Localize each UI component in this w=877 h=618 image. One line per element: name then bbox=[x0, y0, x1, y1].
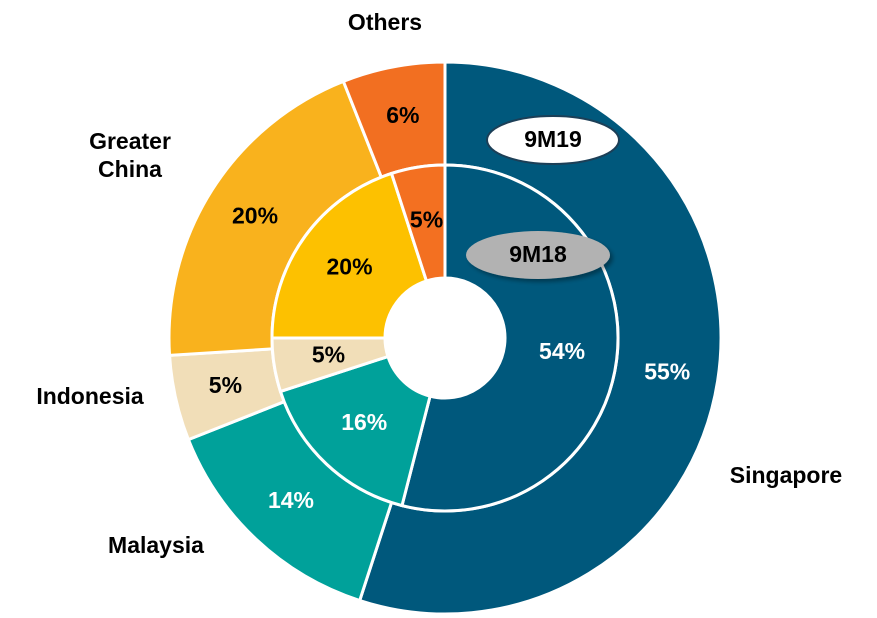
ring-segment bbox=[270, 171, 429, 340]
category-label: Greater China bbox=[89, 128, 171, 182]
outer-ring-name: 9M19 bbox=[524, 126, 582, 152]
category-label: Indonesia bbox=[36, 383, 144, 409]
category-label: Malaysia bbox=[108, 532, 204, 558]
data-label: 20% bbox=[327, 254, 373, 280]
ring-segment bbox=[389, 163, 447, 283]
ring-segment bbox=[278, 354, 432, 508]
data-label: 54% bbox=[539, 338, 585, 364]
category-label: Others bbox=[347, 9, 423, 35]
data-label: 5% bbox=[410, 207, 443, 233]
category-label: Singapore bbox=[729, 462, 843, 488]
inner-ring-name: 9M18 bbox=[509, 241, 567, 267]
data-label: 14% bbox=[268, 487, 314, 513]
data-label: 5% bbox=[209, 372, 242, 398]
inner-ring-badge bbox=[466, 231, 610, 279]
data-label: 5% bbox=[312, 342, 345, 368]
outer-ring-badge bbox=[486, 115, 620, 165]
data-label: 20% bbox=[232, 203, 278, 229]
data-label: 55% bbox=[644, 358, 690, 384]
data-label: 16% bbox=[341, 409, 387, 435]
rings: 55% 14% 5% 20% 6% 54% 16% 5% 20% 5% bbox=[167, 60, 723, 616]
data-label: 6% bbox=[386, 102, 419, 128]
